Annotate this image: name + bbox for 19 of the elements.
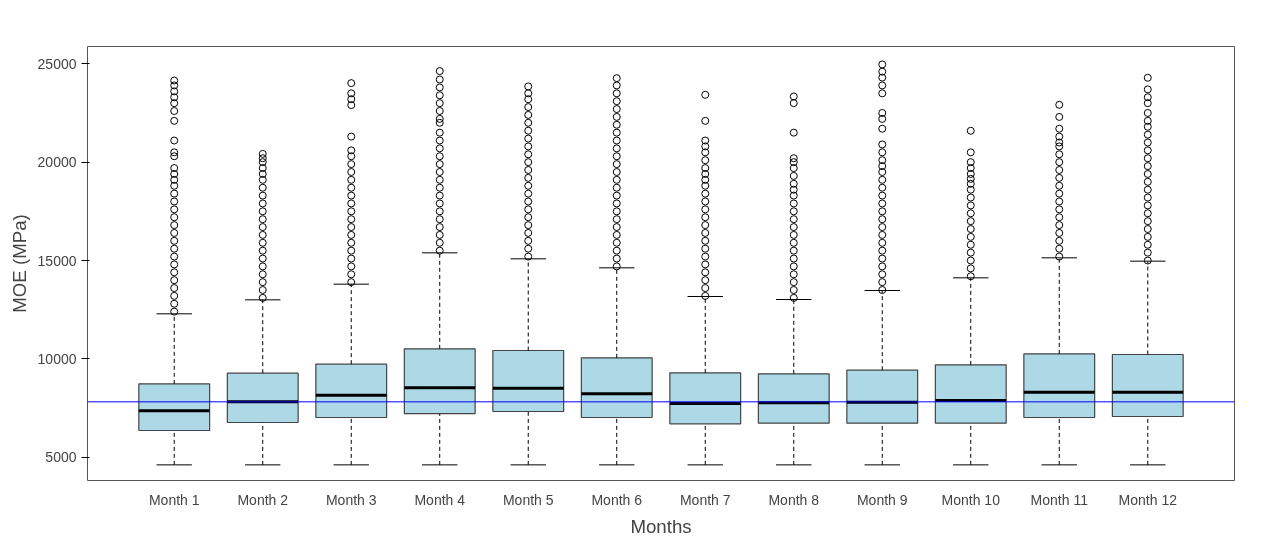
y-tick-label: 20000	[37, 154, 77, 171]
y-tick-label: 10000	[37, 350, 77, 367]
x-tick-label: Month 8	[768, 491, 820, 508]
x-tick-label: Month 1	[148, 491, 200, 508]
x-axis-title: Months	[630, 515, 692, 537]
y-axis-title: MOE (MPa)	[8, 214, 30, 313]
x-tick-label: Month 3	[325, 491, 377, 508]
y-tick-label: 15000	[37, 252, 77, 269]
x-tick-label: Month 10	[941, 491, 1001, 508]
y-tick-label: 5000	[45, 449, 77, 466]
x-tick-label: Month 7	[679, 491, 731, 508]
x-tick-label: Month 4	[414, 491, 466, 508]
x-tick-label: Month 11	[1030, 491, 1089, 508]
x-tick-label: Month 9	[856, 491, 908, 508]
x-tick-label: Month 12	[1118, 491, 1178, 508]
x-tick-label: Month 5	[502, 491, 554, 508]
x-tick-label: Month 2	[237, 491, 289, 508]
y-tick-label: 25000	[37, 55, 77, 72]
x-tick-label: Month 6	[591, 491, 643, 508]
